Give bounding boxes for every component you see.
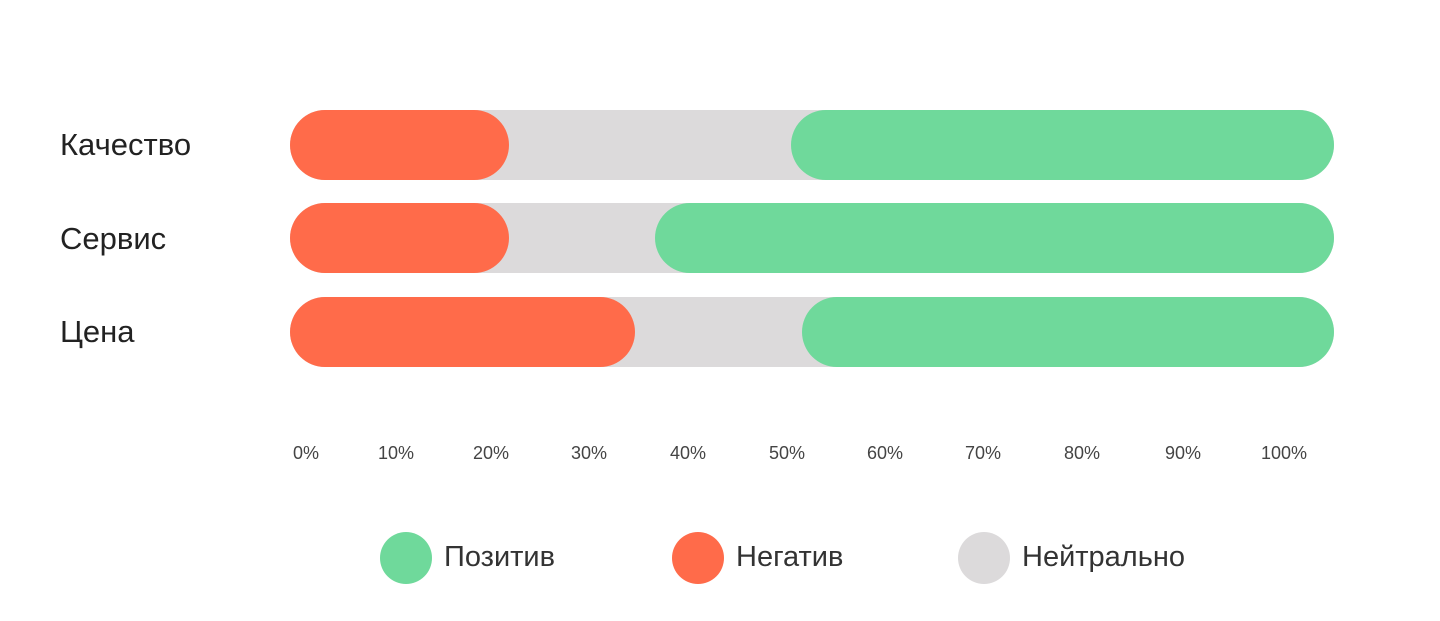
legend-swatch-neutral [958, 532, 1010, 584]
bar-negative-service [290, 203, 510, 273]
x-tick-label: 90% [1164, 443, 1202, 463]
legend-swatch-negative [672, 532, 724, 584]
category-label-price: Цена [60, 314, 135, 349]
bar-track-service [290, 203, 1334, 273]
bar-positive-service [655, 203, 1334, 273]
category-label-service: Сервис [60, 221, 167, 256]
legend: Позитив Негатив Нейтрально [0, 532, 1440, 584]
legend-label-negative: Негатив [736, 541, 844, 573]
legend-label-neutral: Нейтрально [1022, 541, 1185, 573]
legend-swatch-positive [380, 532, 432, 584]
legend-label-positive: Позитив [444, 541, 556, 573]
x-tick-label: 70% [964, 443, 1002, 463]
bar-track-price [290, 297, 1334, 367]
x-tick-label: 10% [377, 443, 415, 463]
bar-negative-price [290, 297, 635, 367]
x-tick-label: 20% [472, 443, 510, 463]
x-tick-label: 30% [570, 443, 608, 463]
bar-track-quality [290, 110, 1334, 180]
bar-positive-quality [791, 110, 1334, 180]
x-tick-label: 40% [669, 443, 707, 463]
x-tick-label: 50% [768, 443, 806, 463]
x-tick-label: 60% [866, 443, 904, 463]
category-label-quality: Качество [60, 127, 192, 162]
bar-positive-price [801, 297, 1334, 367]
x-tick-label: 80% [1063, 443, 1101, 463]
x-tick-label: 100% [1260, 443, 1308, 463]
bar-negative-quality [290, 110, 510, 180]
x-tick-label: 0% [292, 443, 320, 463]
